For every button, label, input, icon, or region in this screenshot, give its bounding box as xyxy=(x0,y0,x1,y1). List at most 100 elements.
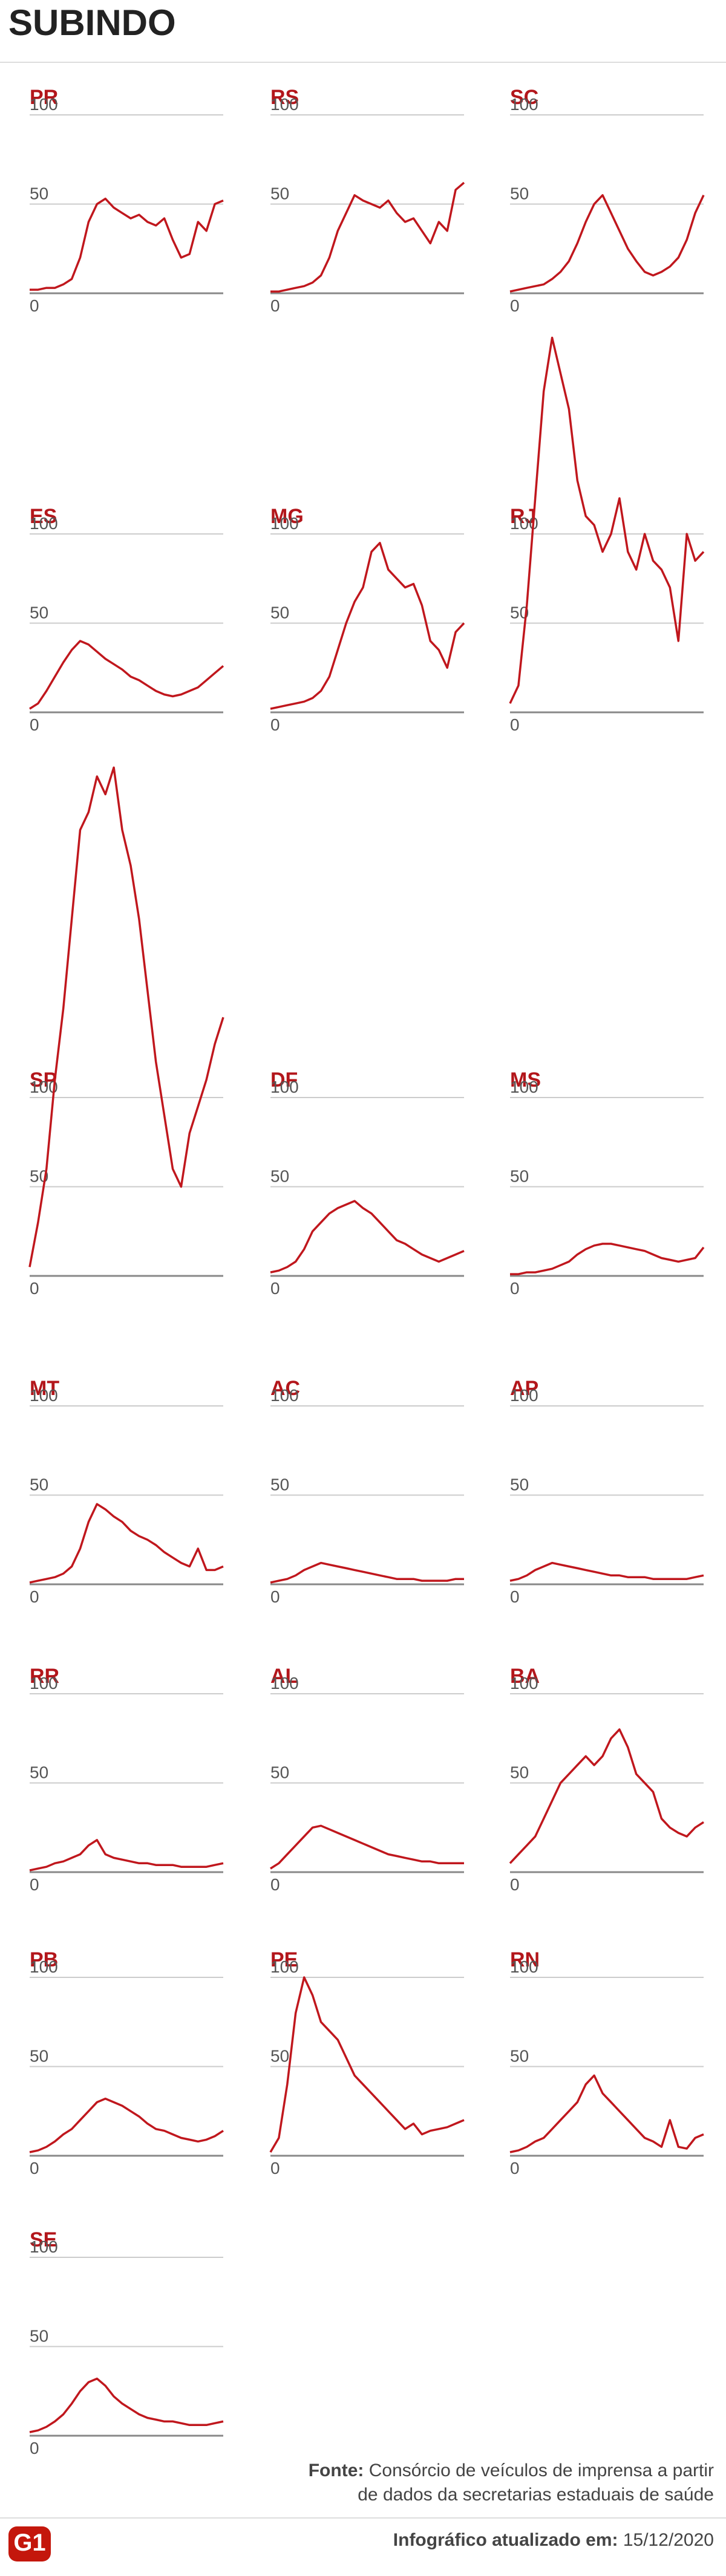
y-tick-label: 100 xyxy=(30,514,58,533)
y-tick-label: 100 xyxy=(510,95,538,114)
panel-title: PB xyxy=(30,1948,58,1971)
line xyxy=(270,542,465,710)
panel-title: RN xyxy=(510,1948,540,1971)
y-tick-label: 100 xyxy=(270,1674,299,1693)
y-tick-label: 0 xyxy=(510,296,520,315)
y-tick-label: 100 xyxy=(30,1674,58,1693)
panel-title: SE xyxy=(30,2228,57,2251)
logo: G1 xyxy=(13,2529,45,2556)
line xyxy=(30,197,224,291)
y-tick-label: 50 xyxy=(30,1763,48,1782)
panel-title: MS xyxy=(510,1068,541,1091)
y-tick-label: 100 xyxy=(510,1957,538,1976)
line xyxy=(270,1824,464,1870)
y-tick-label: 50 xyxy=(510,1763,529,1782)
updated: Infográfico atualizado em: 15/12/2020 xyxy=(393,2530,714,2550)
line xyxy=(510,1243,705,1275)
panel-title: RJ xyxy=(510,505,536,528)
y-tick-label: 0 xyxy=(510,2159,520,2178)
y-tick-label: 50 xyxy=(510,1475,529,1494)
source-line: de dados da secretarias estaduais de saú… xyxy=(358,2485,714,2505)
page-title: SUBINDO xyxy=(8,2,176,43)
line xyxy=(509,2074,704,2153)
y-tick-label: 0 xyxy=(510,1587,520,1606)
panel-title: SP xyxy=(30,1068,57,1091)
y-tick-label: 0 xyxy=(30,296,39,315)
panel-title: MT xyxy=(30,1377,59,1400)
y-tick-label: 0 xyxy=(30,1587,39,1606)
line xyxy=(270,181,465,293)
source-label: Fonte: xyxy=(309,2461,364,2480)
y-tick-label: 0 xyxy=(510,1279,520,1298)
line xyxy=(270,1561,464,1584)
line xyxy=(270,1200,465,1273)
y-tick-label: 100 xyxy=(30,2237,58,2256)
y-tick-label: 50 xyxy=(30,2327,48,2346)
y-tick-label: 100 xyxy=(270,514,299,533)
y-tick-label: 50 xyxy=(510,184,529,203)
y-tick-label: 100 xyxy=(30,1957,58,1976)
panel-title: PE xyxy=(270,1948,298,1971)
y-tick-label: 0 xyxy=(270,1279,280,1298)
y-tick-label: 0 xyxy=(270,296,280,315)
y-tick-label: 50 xyxy=(270,1167,289,1186)
y-tick-label: 50 xyxy=(30,603,48,622)
logo-box xyxy=(8,2526,51,2561)
line xyxy=(29,2097,224,2153)
y-tick-label: 0 xyxy=(30,2439,39,2457)
y-tick-label: 100 xyxy=(510,1078,538,1096)
y-tick-label: 100 xyxy=(510,1674,538,1693)
line xyxy=(29,1503,224,1584)
y-tick-label: 0 xyxy=(270,715,280,734)
y-tick-label: 50 xyxy=(270,184,289,203)
y-tick-label: 100 xyxy=(270,1957,299,1976)
y-tick-label: 100 xyxy=(30,1386,58,1405)
y-tick-label: 0 xyxy=(270,1587,280,1606)
line xyxy=(509,1561,704,1582)
y-tick-label: 0 xyxy=(510,715,520,734)
line xyxy=(509,336,705,704)
line xyxy=(509,1728,704,1864)
updated-label: Infográfico atualizado em: xyxy=(393,2530,618,2550)
line xyxy=(269,1976,465,2153)
y-tick-label: 0 xyxy=(30,1279,39,1298)
line xyxy=(29,640,224,710)
y-tick-label: 50 xyxy=(30,2047,48,2066)
y-tick-label: 50 xyxy=(270,1763,289,1782)
y-tick-label: 50 xyxy=(510,1167,529,1186)
y-tick-label: 0 xyxy=(30,2159,39,2178)
y-tick-label: 50 xyxy=(510,2047,529,2066)
panel-title: RS xyxy=(270,86,299,109)
panel-title: AP xyxy=(510,1377,538,1400)
panel-title: MG xyxy=(270,505,304,528)
source-line: Consórcio de veículos de imprensa a part… xyxy=(369,2461,714,2480)
y-tick-label: 50 xyxy=(30,184,48,203)
y-tick-label: 100 xyxy=(270,1078,299,1096)
y-tick-label: 0 xyxy=(510,1875,520,1894)
panel-title: DF xyxy=(270,1068,298,1091)
panel-title: SC xyxy=(510,86,538,109)
y-tick-label: 50 xyxy=(270,603,289,622)
updated-date: 15/12/2020 xyxy=(623,2530,714,2550)
panel-title: BA xyxy=(510,1665,540,1688)
y-tick-label: 100 xyxy=(270,95,299,114)
y-tick-label: 50 xyxy=(270,1475,289,1494)
y-tick-label: 100 xyxy=(510,1386,538,1405)
y-tick-label: 0 xyxy=(270,1875,280,1894)
panel-title: ES xyxy=(30,505,57,528)
y-tick-label: 50 xyxy=(270,2047,289,2066)
panel-title: RR xyxy=(30,1665,59,1688)
line xyxy=(29,2377,224,2433)
y-tick-label: 0 xyxy=(30,715,39,734)
line xyxy=(28,766,224,1267)
y-tick-label: 0 xyxy=(270,2159,280,2178)
y-tick-label: 50 xyxy=(30,1475,48,1494)
y-tick-label: 100 xyxy=(30,95,58,114)
panel-title: AL xyxy=(270,1665,298,1688)
y-tick-label: 0 xyxy=(30,1875,39,1894)
y-tick-label: 100 xyxy=(270,1386,299,1405)
panel-title: AC xyxy=(270,1377,300,1400)
line xyxy=(509,194,705,293)
panel-title: PR xyxy=(30,86,58,109)
